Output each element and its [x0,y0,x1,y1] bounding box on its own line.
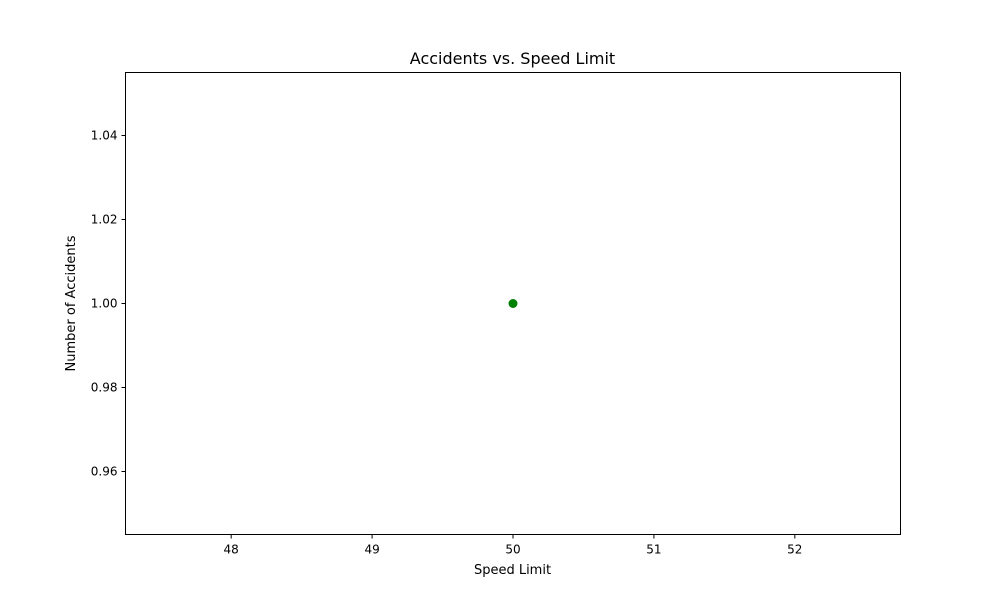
y-tick-label: 1.04 [91,129,118,143]
y-tick-label: 0.98 [91,381,118,395]
y-axis: 0.96 0.98 1.00 1.02 1.04 [91,129,126,479]
chart-title: Accidents vs. Speed Limit [410,49,615,68]
data-point [508,299,518,308]
y-tick-label: 1.02 [91,213,118,227]
x-tick-label: 52 [787,543,802,557]
y-tick-label: 1.00 [91,297,118,311]
x-tick-label: 50 [505,543,520,557]
y-tick-label: 0.96 [91,465,118,479]
x-axis-label: Speed Limit [474,563,551,578]
x-tick-label: 51 [646,543,661,557]
x-tick-label: 48 [224,543,239,557]
x-axis: 48 49 50 51 52 [224,534,802,557]
y-axis-label: Number of Accidents [64,235,79,371]
data-points [508,299,518,308]
x-tick-label: 49 [364,543,379,557]
